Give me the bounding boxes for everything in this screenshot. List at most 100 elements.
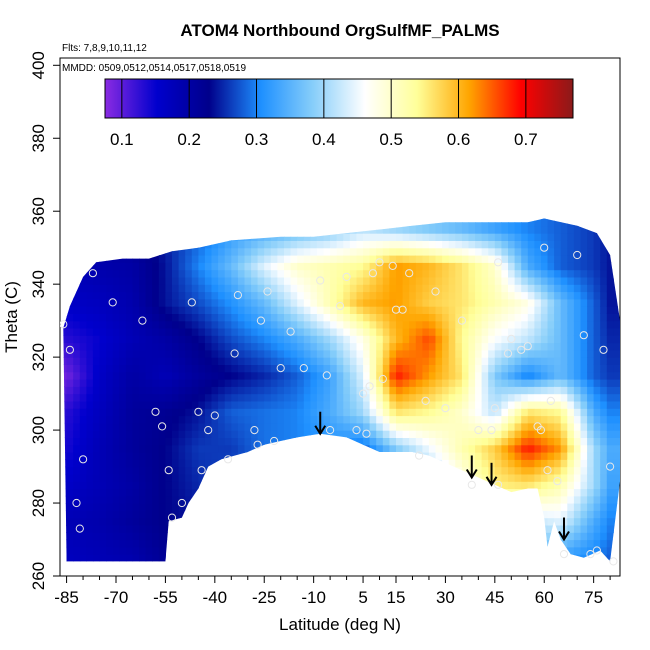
heatmap-cell	[448, 218, 456, 227]
heatmap-cell	[63, 473, 68, 482]
heatmap-cell	[191, 415, 199, 424]
heatmap-cell	[363, 532, 371, 541]
heatmap-cell	[132, 255, 140, 263]
heatmap-cell	[106, 437, 114, 446]
heatmap-cell	[330, 510, 338, 519]
heatmap-cell	[363, 561, 370, 569]
heatmap-cell	[521, 473, 529, 482]
heatmap-cell	[303, 247, 311, 256]
heatmap-cell	[508, 255, 516, 263]
heatmap-cell	[514, 539, 522, 548]
heatmap-cell	[587, 364, 595, 373]
heatmap-cell	[376, 495, 384, 504]
heatmap-cell	[554, 218, 562, 227]
heatmap-cell	[428, 349, 437, 358]
sample-point	[138, 316, 147, 325]
heatmap-cell	[560, 495, 568, 504]
heatmap-cell	[66, 393, 74, 402]
heatmap-cell	[475, 488, 483, 497]
heatmap-cell	[73, 481, 81, 490]
heatmap-cell	[606, 349, 614, 358]
heatmap-cell	[257, 240, 265, 249]
heatmap-cell	[92, 422, 101, 431]
heatmap-cell	[514, 495, 522, 504]
heatmap-cell	[63, 291, 68, 300]
heatmap-cell	[501, 262, 509, 271]
heatmap-cell	[86, 422, 94, 431]
heatmap-cell	[231, 561, 238, 569]
heatmap-cell	[554, 524, 562, 533]
heatmap-cell	[178, 393, 186, 402]
heatmap-cell	[237, 386, 246, 395]
heatmap-cell	[297, 218, 305, 227]
heatmap-cell	[540, 524, 549, 533]
heatmap-cell	[422, 262, 430, 271]
heatmap-cell	[323, 430, 331, 438]
heatmap-cell	[270, 284, 278, 293]
heatmap-cell	[573, 269, 582, 278]
heatmap-cell	[521, 524, 529, 533]
heatmap-cell	[204, 349, 213, 358]
heatmap-cell	[145, 415, 153, 424]
heatmap-cell	[310, 400, 318, 409]
heatmap-cell	[488, 255, 496, 263]
heatmap-cell	[428, 371, 437, 380]
heatmap-cell	[541, 561, 548, 569]
heatmap-cell	[316, 342, 325, 351]
heatmap-cell	[455, 371, 463, 380]
heatmap-cell	[468, 400, 476, 409]
heatmap-cell	[468, 240, 476, 249]
heatmap-cell	[455, 225, 463, 234]
heatmap-cell	[540, 452, 549, 460]
heatmap-cell	[593, 517, 601, 526]
heatmap-cell	[316, 218, 325, 220]
heatmap-cell	[125, 276, 134, 285]
heatmap-cell	[508, 240, 516, 249]
heatmap-cell	[442, 276, 450, 285]
heatmap-cell	[587, 386, 595, 395]
heatmap-cell	[573, 481, 582, 490]
heatmap-cell	[389, 546, 397, 555]
heatmap-cell	[494, 342, 502, 351]
heatmap-cell	[277, 276, 285, 285]
heatmap-cell	[521, 539, 529, 548]
heatmap-cell	[402, 218, 410, 220]
heatmap-cell	[63, 481, 68, 490]
heatmap-cell	[192, 561, 199, 569]
heatmap-cell	[316, 218, 325, 227]
sample-point	[187, 298, 196, 307]
heatmap-cell	[178, 415, 186, 424]
heatmap-cell	[415, 524, 423, 533]
heatmap-cell	[237, 262, 246, 271]
heatmap-cell	[389, 517, 397, 526]
heatmap-cell	[277, 415, 285, 424]
heatmap-cell	[409, 218, 417, 220]
heatmap-cell	[303, 532, 311, 541]
heatmap-cell	[330, 269, 338, 278]
heatmap-cell	[567, 444, 575, 453]
heatmap-cell	[185, 415, 193, 424]
heatmap-cell	[152, 306, 160, 314]
heatmap-cell	[330, 561, 337, 569]
heatmap-cell	[244, 473, 252, 482]
heatmap-cell	[231, 554, 239, 562]
heatmap-cell	[448, 459, 456, 468]
heatmap-cell	[508, 495, 516, 504]
heatmap-cell	[244, 218, 252, 220]
heatmap-cell	[573, 452, 582, 460]
heatmap-cell	[435, 320, 443, 329]
heatmap-cell	[455, 561, 462, 569]
heatmap-cell	[396, 327, 404, 336]
heatmap-cell	[547, 342, 555, 351]
heatmap-cell	[218, 503, 226, 511]
heatmap-cell	[475, 291, 483, 300]
heatmap-cell	[224, 225, 232, 234]
heatmap-cell	[119, 284, 127, 293]
heatmap-cell	[191, 247, 199, 256]
heatmap-cell	[231, 313, 239, 322]
heatmap-cell	[231, 218, 239, 220]
heatmap-cell	[356, 437, 364, 446]
heatmap-cell	[382, 306, 390, 314]
heatmap-cell	[139, 422, 147, 431]
heatmap-cell	[593, 415, 601, 424]
